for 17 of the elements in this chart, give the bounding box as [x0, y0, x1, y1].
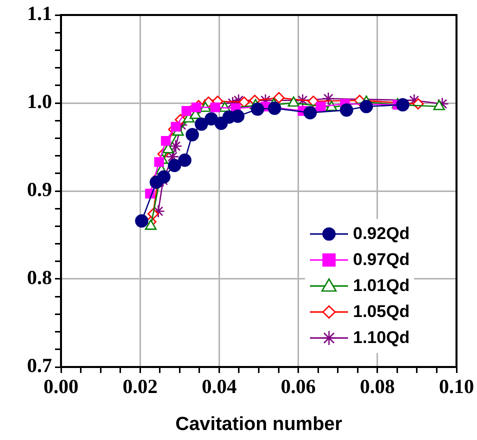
- legend-label: 1.05Qd: [353, 302, 410, 322]
- x-tick-label: 0.08: [360, 376, 395, 398]
- legend-label: 1.01Qd: [353, 276, 410, 296]
- x-tick-label: 0.00: [44, 376, 78, 398]
- x-tick-label: 0.04: [202, 376, 237, 398]
- x-tick-label: 0.10: [439, 376, 474, 398]
- x-axis-title: Cavitation number: [175, 414, 343, 435]
- y-tick-label: 0.8: [27, 267, 52, 290]
- legend-label: 0.92Qd: [353, 224, 410, 244]
- x-tick-label: 0.02: [122, 376, 158, 398]
- y-tick-label: 1.1: [27, 3, 52, 26]
- legend-label: 0.97Qd: [353, 250, 410, 270]
- x-tick-label: 0.06: [280, 376, 316, 398]
- y-tick-label: 1.0: [27, 91, 52, 114]
- y-tick-label: 0.7: [27, 355, 52, 378]
- y-tick-label: 0.9: [27, 179, 52, 202]
- legend-label: 1.10Qd: [353, 328, 410, 348]
